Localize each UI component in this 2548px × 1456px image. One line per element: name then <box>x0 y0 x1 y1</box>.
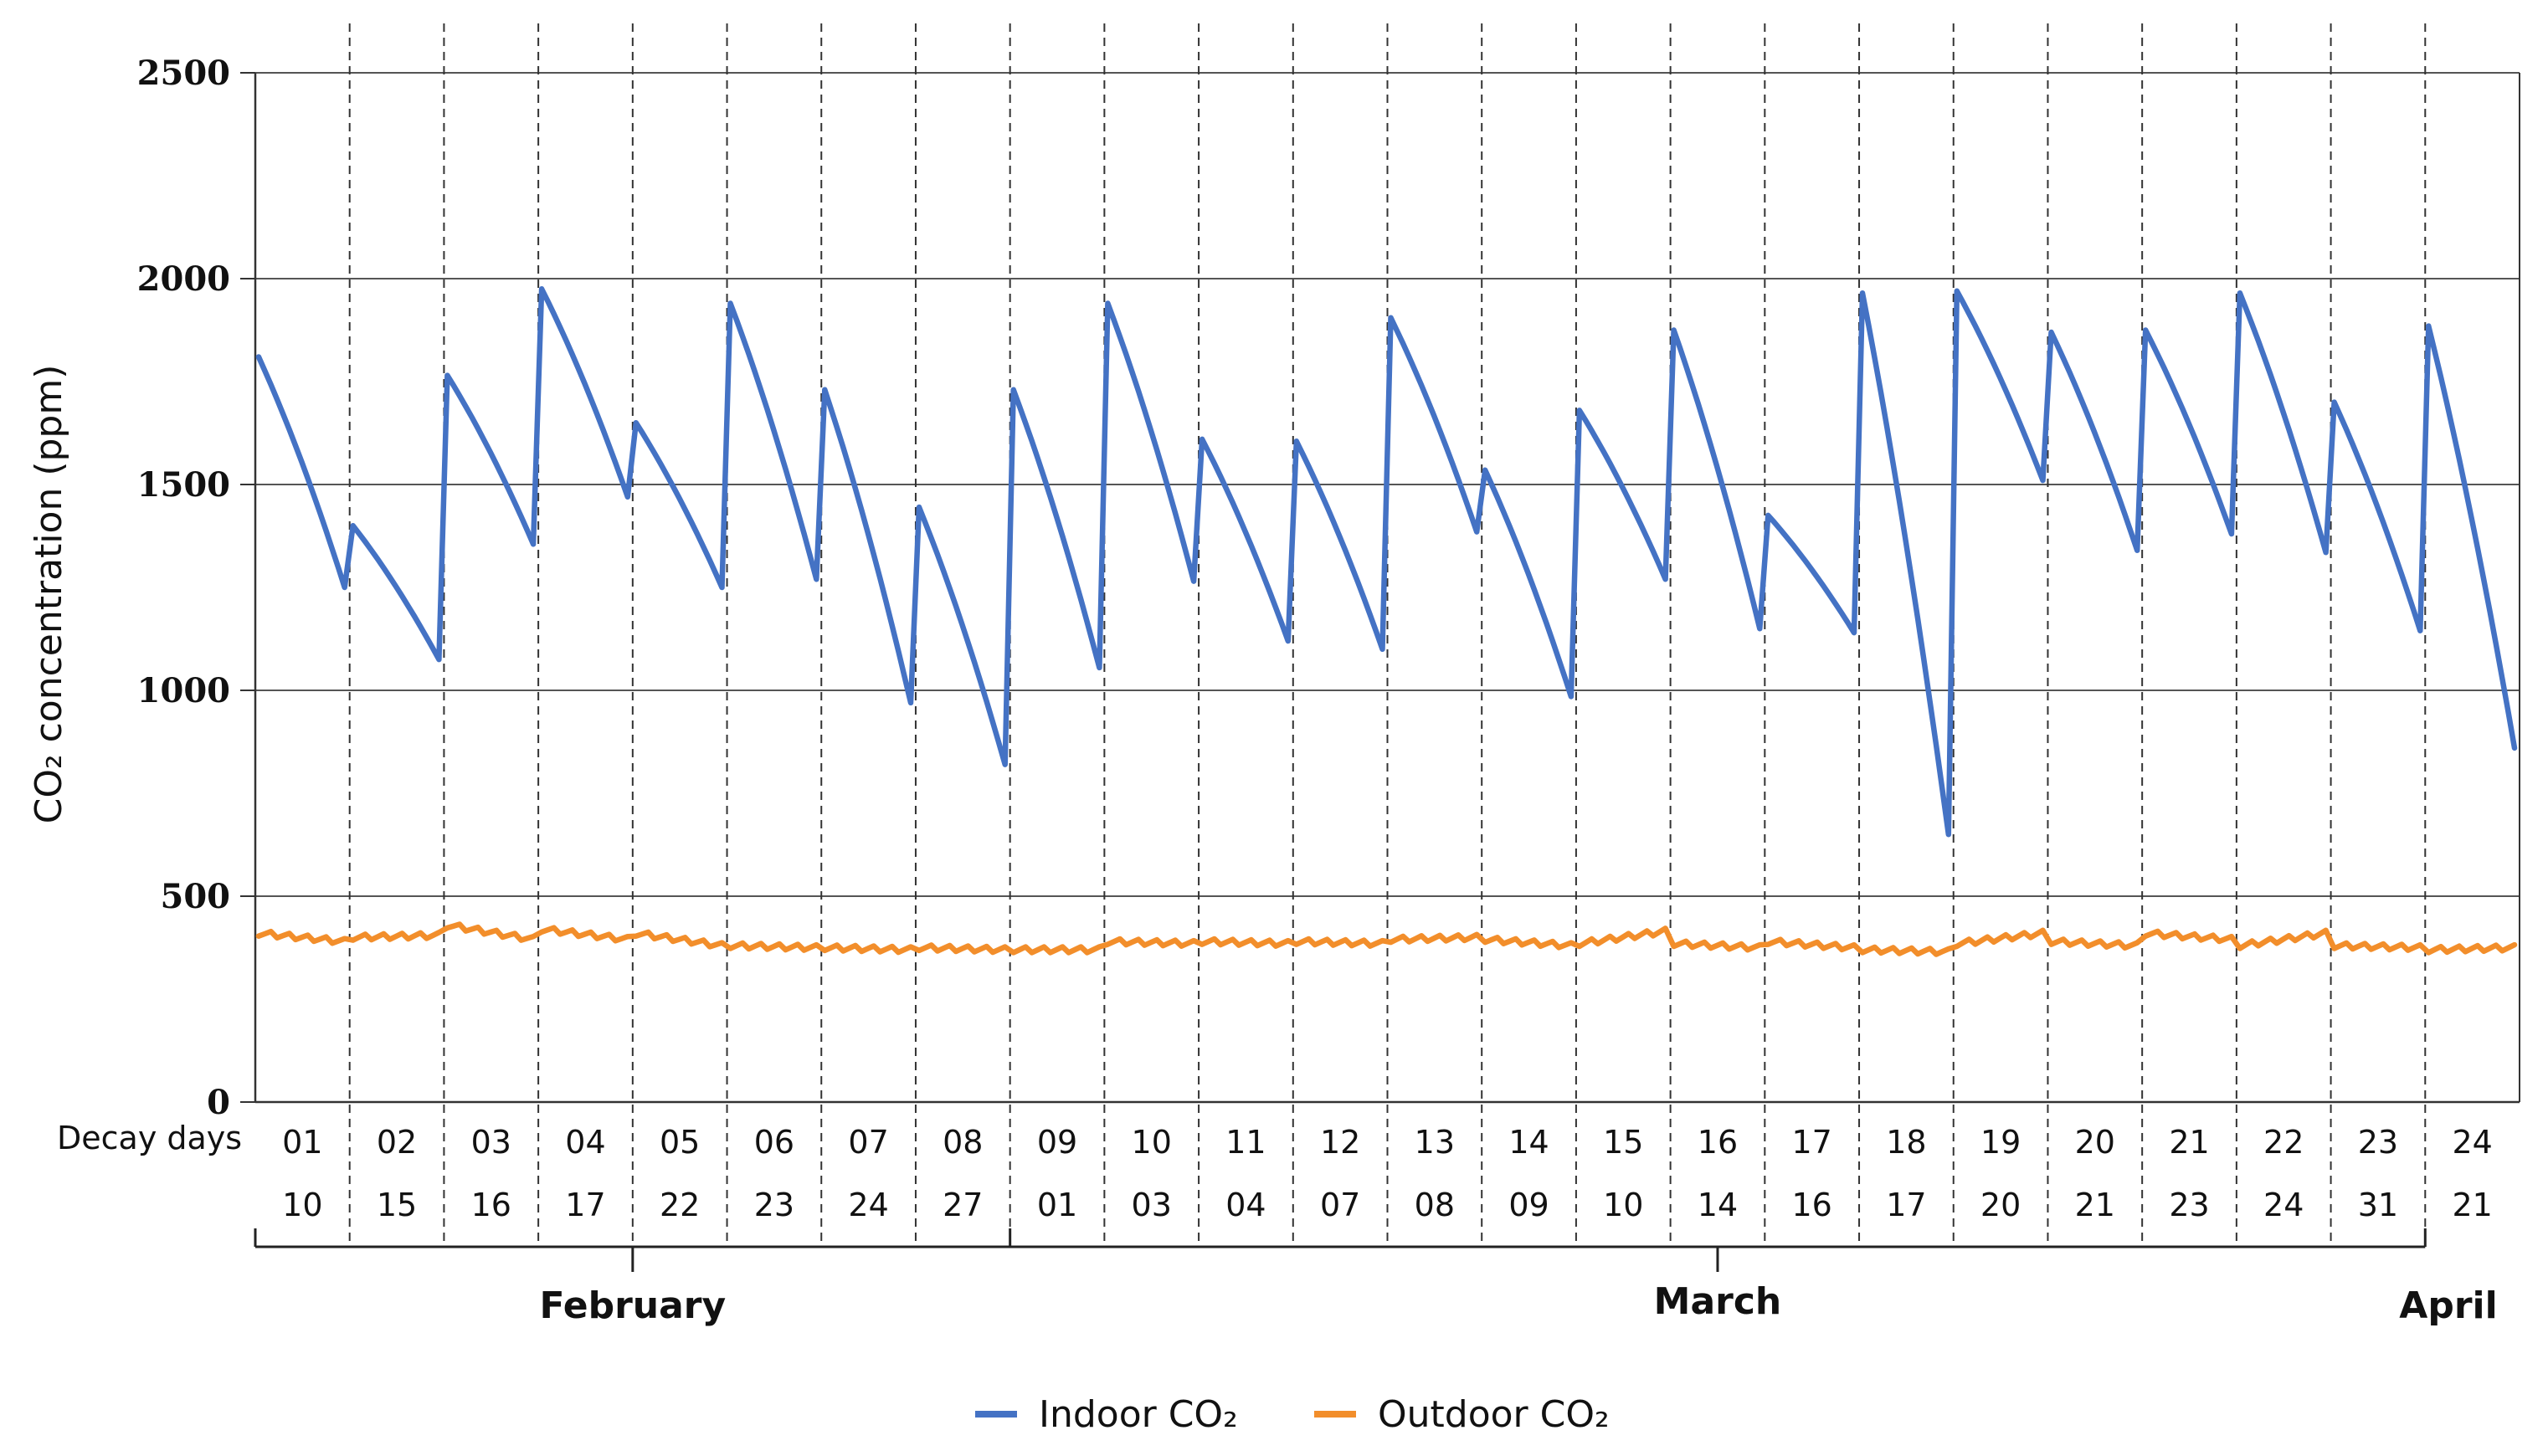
y-tick-label: 0 <box>207 1083 230 1122</box>
decay-day-label: 23 <box>2358 1124 2398 1161</box>
decay-day-label: 06 <box>754 1124 794 1161</box>
legend-label-indoor: Indoor CO₂ <box>1039 1393 1238 1436</box>
date-label: 24 <box>848 1187 888 1223</box>
date-label: 27 <box>943 1187 983 1223</box>
date-label: 23 <box>2169 1187 2209 1223</box>
decay-day-label: 12 <box>1320 1124 1360 1161</box>
indoor-co2-line <box>255 286 2518 838</box>
decay-days-row-label: Decay days <box>57 1120 242 1156</box>
date-label: 16 <box>1792 1187 1832 1223</box>
date-label: 15 <box>377 1187 417 1223</box>
month-label: April <box>2399 1284 2497 1327</box>
decay-day-label: 22 <box>2263 1124 2304 1161</box>
y-tick-label: 1500 <box>137 465 230 505</box>
decay-day-label: 05 <box>660 1124 700 1161</box>
decay-day-label: 18 <box>1886 1124 1926 1161</box>
legend-label-outdoor: Outdoor CO₂ <box>1378 1393 1610 1436</box>
date-label: 17 <box>1886 1187 1926 1223</box>
decay-day-label: 11 <box>1225 1124 1266 1161</box>
y-tick-label: 2500 <box>137 54 230 93</box>
y-tick-label: 1000 <box>137 671 230 710</box>
date-label: 20 <box>1980 1187 2021 1223</box>
date-label: 10 <box>1603 1187 1643 1223</box>
decay-day-label: 04 <box>565 1124 605 1161</box>
date-label: 17 <box>565 1187 605 1223</box>
date-label: 24 <box>2263 1187 2304 1223</box>
date-label: 14 <box>1698 1187 1738 1223</box>
date-label: 03 <box>1132 1187 1172 1223</box>
day-separators <box>348 23 2427 1247</box>
y-axis-title: CO₂ concentration (ppm) <box>28 365 70 824</box>
x-axis-labels: Decay days 01 10 02 15 03 16 04 17 05 22 06 23 07 24 08… <box>57 1120 2493 1223</box>
date-label: 08 <box>1415 1187 1455 1223</box>
decay-day-label: 07 <box>848 1124 888 1161</box>
month-label: February <box>539 1284 726 1327</box>
month-label: March <box>1654 1280 1782 1323</box>
decay-day-label: 14 <box>1508 1124 1549 1161</box>
decay-day-label: 20 <box>2075 1124 2115 1161</box>
decay-day-label: 08 <box>943 1124 983 1161</box>
month-axis: February March April <box>254 1228 2498 1327</box>
date-label: 01 <box>1037 1187 1077 1223</box>
date-label: 22 <box>660 1187 700 1223</box>
date-label: 04 <box>1225 1187 1266 1223</box>
decay-day-label: 02 <box>377 1124 417 1161</box>
decay-day-label: 03 <box>471 1124 511 1161</box>
decay-day-label: 10 <box>1132 1124 1172 1161</box>
date-label: 09 <box>1508 1187 1549 1223</box>
decay-day-label: 15 <box>1603 1124 1643 1161</box>
outdoor-co2-line <box>255 921 2518 957</box>
date-label: 21 <box>2075 1187 2115 1223</box>
decay-day-label: 19 <box>1980 1124 2021 1161</box>
decay-day-label: 09 <box>1037 1124 1077 1161</box>
date-label: 07 <box>1320 1187 1360 1223</box>
y-axis: 0 500 1000 1500 2000 2500 <box>137 54 2520 1122</box>
date-label: 10 <box>282 1187 322 1223</box>
date-label: 21 <box>2452 1187 2492 1223</box>
decay-day-label: 17 <box>1792 1124 1832 1161</box>
decay-day-label: 24 <box>2452 1124 2492 1161</box>
y-tick-label: 2000 <box>137 259 230 299</box>
decay-day-label: 16 <box>1698 1124 1738 1161</box>
decay-day-label: 01 <box>282 1124 322 1161</box>
y-tick-label: 500 <box>161 877 231 916</box>
date-label: 16 <box>471 1187 511 1223</box>
decay-day-label: 21 <box>2169 1124 2209 1161</box>
legend: Indoor CO₂ Outdoor CO₂ <box>975 1393 1610 1436</box>
date-label: 23 <box>754 1187 794 1223</box>
decay-day-label: 13 <box>1415 1124 1455 1161</box>
date-label: 31 <box>2358 1187 2398 1223</box>
series-lines <box>255 286 2518 957</box>
